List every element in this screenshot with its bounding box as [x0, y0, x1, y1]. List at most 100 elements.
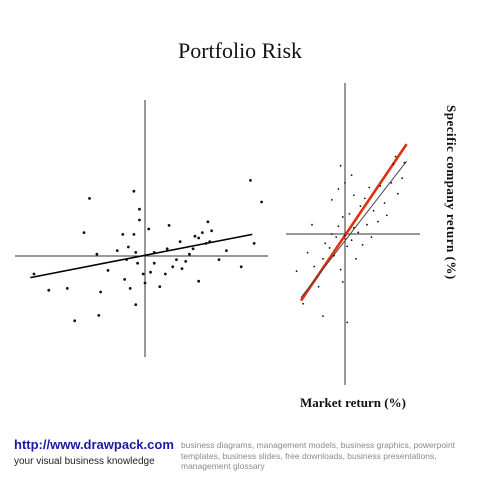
right-scatter-point [368, 186, 371, 189]
left-scatter-point [188, 252, 191, 256]
left-scatter-point [128, 287, 132, 290]
left-scatter-point [82, 231, 86, 235]
right-scatter-point [344, 234, 346, 237]
right-scatter-point [346, 245, 349, 248]
left-scatter-point [217, 258, 221, 261]
left-scatter-point [73, 319, 77, 323]
right-scatter-point [396, 192, 399, 195]
left-scatter-point [206, 220, 210, 224]
right-scatter-point [302, 302, 305, 305]
left-scatter-point [134, 251, 138, 254]
left-scatter-point [138, 207, 141, 211]
left-scatter-point [152, 261, 156, 265]
right-scatter-point [341, 216, 344, 218]
left-scatter-point [158, 285, 162, 288]
left-scatter-point [239, 265, 243, 269]
left-scatter-point [204, 242, 208, 245]
left-scatter-point [143, 281, 147, 285]
left-scatter-point [132, 189, 136, 193]
left-scatter-point [121, 233, 125, 236]
right-scatter-point [322, 315, 324, 318]
right-scatter-point [346, 321, 349, 324]
right-scatter-point [350, 174, 353, 177]
left-scatter-point [167, 224, 171, 227]
left-scatter-point [260, 200, 263, 204]
y-axis-label: Specific company return (%) [444, 105, 459, 280]
left-scatter-point [152, 251, 156, 254]
right-scatter-point [337, 225, 340, 228]
right-scatter-point [383, 202, 386, 204]
diagram-title: Portfolio Risk [177, 38, 303, 63]
right-scatter-point [339, 268, 342, 271]
footer-tagline: your visual business knowledge [14, 456, 155, 467]
left-scatter-point [97, 314, 101, 317]
right-scatter-point [330, 233, 333, 235]
right-scatter-point [355, 257, 357, 260]
left-scatter-point [208, 240, 212, 244]
left-scatter-point [200, 231, 204, 235]
left-scatter-point [138, 218, 141, 222]
right-scatter-point [341, 281, 344, 283]
left-scatter-point [249, 179, 252, 182]
left-scatter-point [225, 249, 228, 253]
right-scatter-point [328, 247, 331, 249]
left-scatter-point [210, 229, 214, 233]
left-scatter-point [125, 258, 128, 261]
left-scatter-point [197, 279, 201, 283]
left-scatter-point [197, 236, 201, 240]
right-scatter-point [322, 257, 324, 260]
left-scatter-point [47, 288, 51, 292]
right-scatter-point [359, 205, 362, 208]
right-scatter-point [313, 265, 316, 268]
left-trend-line [30, 233, 253, 279]
left-scatter-point [180, 267, 184, 270]
right-scatter-point [379, 185, 382, 187]
left-scatter-point [252, 242, 256, 245]
right-scatter-point [370, 236, 373, 239]
left-scatter-point [134, 303, 138, 306]
right-scatter-point [361, 243, 364, 246]
right-scatter-point [317, 285, 320, 288]
right-scatter-point [311, 223, 313, 226]
left-scatter-point [123, 278, 127, 281]
right-scatter-point [344, 181, 346, 184]
x-axis-label: Market return (%) [300, 395, 406, 410]
right-scatter-point [394, 155, 397, 158]
left-scatter-point [95, 252, 99, 256]
left-scatter-point [126, 245, 130, 249]
left-scatter-point [147, 227, 151, 231]
right-scatter-point [385, 214, 388, 217]
right-scatter-point [339, 164, 342, 167]
left-scatter-point [32, 272, 36, 276]
left-scatter-point [88, 197, 91, 200]
right-scatter-point [401, 177, 404, 180]
right-scatter-point [352, 226, 355, 229]
regression-line-gray [300, 160, 407, 298]
right-scatter-point [357, 231, 360, 234]
right-scatter-point [350, 239, 353, 242]
left-scatter-point [165, 247, 169, 251]
right-scatter-point [324, 242, 327, 245]
right-scatter-point [372, 209, 375, 212]
right-scatter-point [295, 270, 298, 273]
right-scatter-point [337, 188, 340, 190]
footer-keywords: business diagrams, management models, bu… [181, 440, 456, 471]
left-scatter-point [191, 247, 195, 251]
left-scatter-point [175, 258, 178, 261]
left-scatter-point [65, 287, 69, 290]
drawpack-link[interactable]: http://www.drawpack.com [14, 437, 174, 452]
left-scatter-point [163, 272, 167, 276]
right-scatter-point [330, 199, 333, 201]
left-scatter-point [141, 272, 145, 276]
right-scatter-point [333, 254, 335, 257]
right-scatter-point [390, 181, 393, 184]
left-scatter-point [115, 249, 119, 253]
right-scatter-point [306, 251, 309, 254]
right-scatter-point [392, 163, 395, 166]
left-scatter-point [171, 265, 175, 269]
left-scatter-point [136, 261, 140, 265]
right-scatter-point [348, 212, 351, 215]
left-scatter-point [184, 260, 188, 263]
left-scatter-point [193, 234, 197, 238]
right-scatter-point [366, 223, 368, 226]
